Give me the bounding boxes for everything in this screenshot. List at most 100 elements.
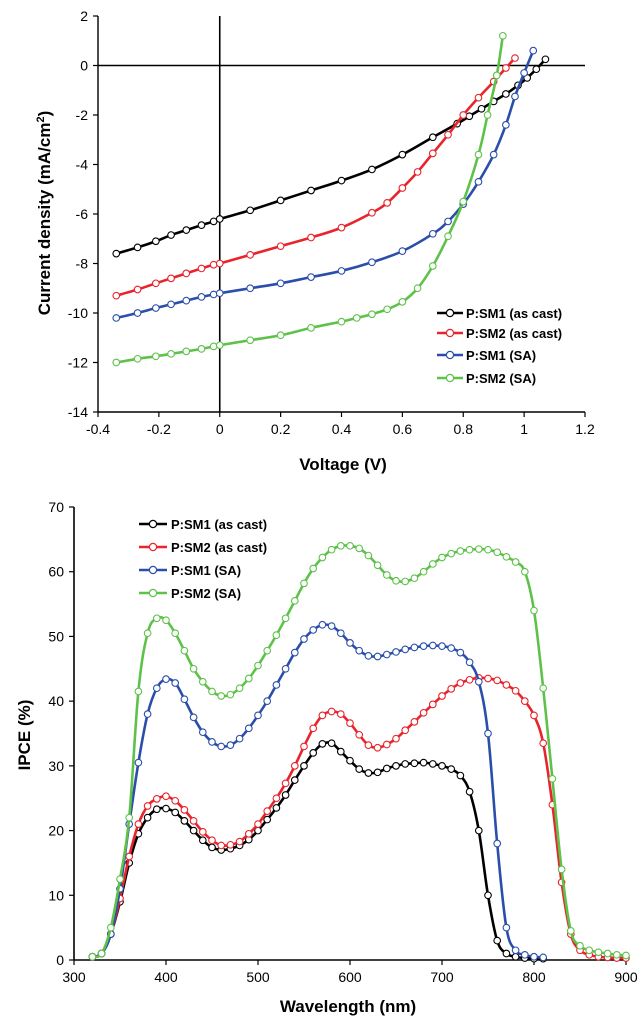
jv-data-point bbox=[368, 258, 376, 267]
jv-data-point bbox=[532, 65, 541, 74]
ipce-data-point bbox=[576, 941, 584, 950]
ipce-data-point bbox=[447, 644, 456, 652]
ipce-data-point bbox=[456, 679, 465, 687]
ipce-data-point bbox=[180, 695, 189, 704]
ipce-data-point bbox=[162, 804, 170, 813]
ipce-data-point bbox=[336, 541, 345, 550]
ipce-data-point bbox=[373, 743, 382, 752]
ipce-data-point bbox=[318, 553, 327, 562]
jv-legend-entry: P:SM2 (SA) bbox=[437, 371, 536, 386]
jv-x-tick-label: 0 bbox=[216, 421, 224, 437]
jv-legend: P:SM1 (as cast) P:SM2 (as cast) P:SM1 (S… bbox=[437, 306, 562, 386]
ipce-y-tick-label: 60 bbox=[48, 564, 64, 580]
jv-y-tick-label: -12 bbox=[68, 355, 88, 371]
ipce-data-point bbox=[530, 606, 538, 615]
ipce-data-point bbox=[530, 952, 538, 961]
ipce-data-point bbox=[373, 561, 382, 570]
ipce-data-point bbox=[162, 792, 170, 801]
ipce-series-3 bbox=[88, 620, 548, 962]
ipce-data-point bbox=[152, 795, 161, 803]
ipce-data-point bbox=[410, 643, 419, 652]
jv-data-point bbox=[520, 69, 528, 77]
jv-y-ticks: -14 -12 -10 -8 -6 -4 -2 0 2 bbox=[68, 8, 98, 420]
jv-y-axis-title-sup: 2 bbox=[35, 116, 47, 122]
ipce-data-point bbox=[346, 639, 354, 647]
jv-y-tick-label: -10 bbox=[68, 305, 88, 321]
jv-series-line bbox=[115, 57, 516, 297]
ipce-data-point bbox=[327, 545, 336, 554]
jv-data-point bbox=[337, 317, 346, 326]
ipce-data-point bbox=[382, 650, 391, 659]
ipce-data-point bbox=[373, 652, 382, 661]
ipce-data-point bbox=[125, 813, 134, 822]
ipce-data-point bbox=[318, 620, 327, 629]
ipce-data-point bbox=[419, 567, 428, 576]
jv-x-ticks: -0.4 -0.2 0 0.2 0.4 0.6 0.8 1 1.2 bbox=[86, 412, 595, 437]
ipce-data-point bbox=[171, 808, 180, 817]
ipce-data-point bbox=[217, 841, 226, 850]
jv-data-point bbox=[398, 247, 407, 255]
ipce-data-point bbox=[226, 741, 235, 750]
ipce-data-point bbox=[373, 768, 382, 777]
ipce-data-point bbox=[502, 949, 511, 958]
jv-y-tick-label: -8 bbox=[76, 256, 89, 272]
ipce-data-point bbox=[162, 675, 170, 683]
ipce-legend-entry: P:SM2 (SA) bbox=[139, 586, 241, 601]
ipce-x-tick-label: 800 bbox=[522, 969, 546, 985]
ipce-data-point bbox=[502, 923, 511, 932]
ipce-data-point bbox=[410, 759, 419, 768]
jv-legend-label: P:SM2 (as cast) bbox=[466, 326, 562, 341]
ipce-data-point bbox=[493, 936, 502, 945]
jv-data-point bbox=[444, 130, 452, 139]
ipce-data-point bbox=[456, 771, 465, 780]
jv-legend-entry: P:SM1 (SA) bbox=[437, 348, 536, 363]
ipce-data-point bbox=[281, 614, 290, 623]
jv-data-point bbox=[459, 111, 468, 119]
ipce-data-point bbox=[263, 646, 272, 655]
ipce-legend-label: P:SM1 (SA) bbox=[171, 563, 241, 578]
jv-data-point bbox=[246, 284, 255, 293]
ipce-data-point bbox=[585, 946, 594, 955]
ipce-data-point bbox=[447, 765, 456, 773]
ipce-legend-entry: P:SM1 (SA) bbox=[139, 563, 241, 578]
jv-data-point bbox=[511, 92, 519, 101]
ipce-data-point bbox=[327, 739, 336, 748]
ipce-data-point bbox=[254, 661, 262, 670]
ipce-data-point bbox=[484, 545, 492, 554]
jv-data-point bbox=[112, 291, 121, 300]
ipce-x-tick-label: 400 bbox=[154, 969, 178, 985]
ipce-data-point bbox=[539, 739, 548, 748]
jv-data-point bbox=[151, 352, 160, 361]
ipce-data-point bbox=[198, 728, 207, 737]
ipce-legend-label: P:SM1 (as cast) bbox=[171, 517, 267, 532]
jv-data-point bbox=[209, 342, 218, 351]
ipce-data-point bbox=[364, 651, 373, 660]
ipce-data-point bbox=[594, 948, 603, 957]
ipce-data-point bbox=[281, 779, 290, 788]
jv-data-point bbox=[352, 314, 361, 322]
ipce-data-point bbox=[263, 697, 272, 705]
ipce-data-point bbox=[198, 828, 207, 836]
jv-x-tick-label: 1.2 bbox=[575, 421, 595, 437]
ipce-data-point bbox=[428, 760, 437, 768]
ipce-data-point bbox=[189, 713, 198, 722]
ipce-data-point bbox=[281, 664, 290, 673]
ipce-data-point bbox=[419, 708, 428, 717]
ipce-data-point bbox=[272, 804, 281, 812]
ipce-data-point bbox=[392, 734, 400, 743]
jv-x-tick-label: 0.6 bbox=[393, 421, 413, 437]
jv-data-point bbox=[276, 331, 285, 340]
ipce-data-point bbox=[346, 541, 354, 550]
jv-data-point bbox=[167, 274, 175, 283]
ipce-data-point bbox=[511, 952, 520, 961]
ipce-legend-label: P:SM2 (as cast) bbox=[171, 540, 267, 555]
ipce-y-tick-label: 50 bbox=[48, 628, 64, 644]
ipce-data-point bbox=[438, 692, 446, 700]
jv-series-layer bbox=[112, 31, 550, 367]
ipce-data-point bbox=[493, 548, 502, 557]
ipce-data-point bbox=[382, 764, 391, 773]
ipce-data-point bbox=[217, 692, 226, 700]
ipce-data-point bbox=[300, 579, 308, 588]
ipce-data-point bbox=[493, 839, 502, 848]
jv-chart: -0.4 -0.2 0 0.2 0.4 0.6 0.8 1 1.2 -14-12-10-8-6-… bbox=[35, 8, 595, 474]
